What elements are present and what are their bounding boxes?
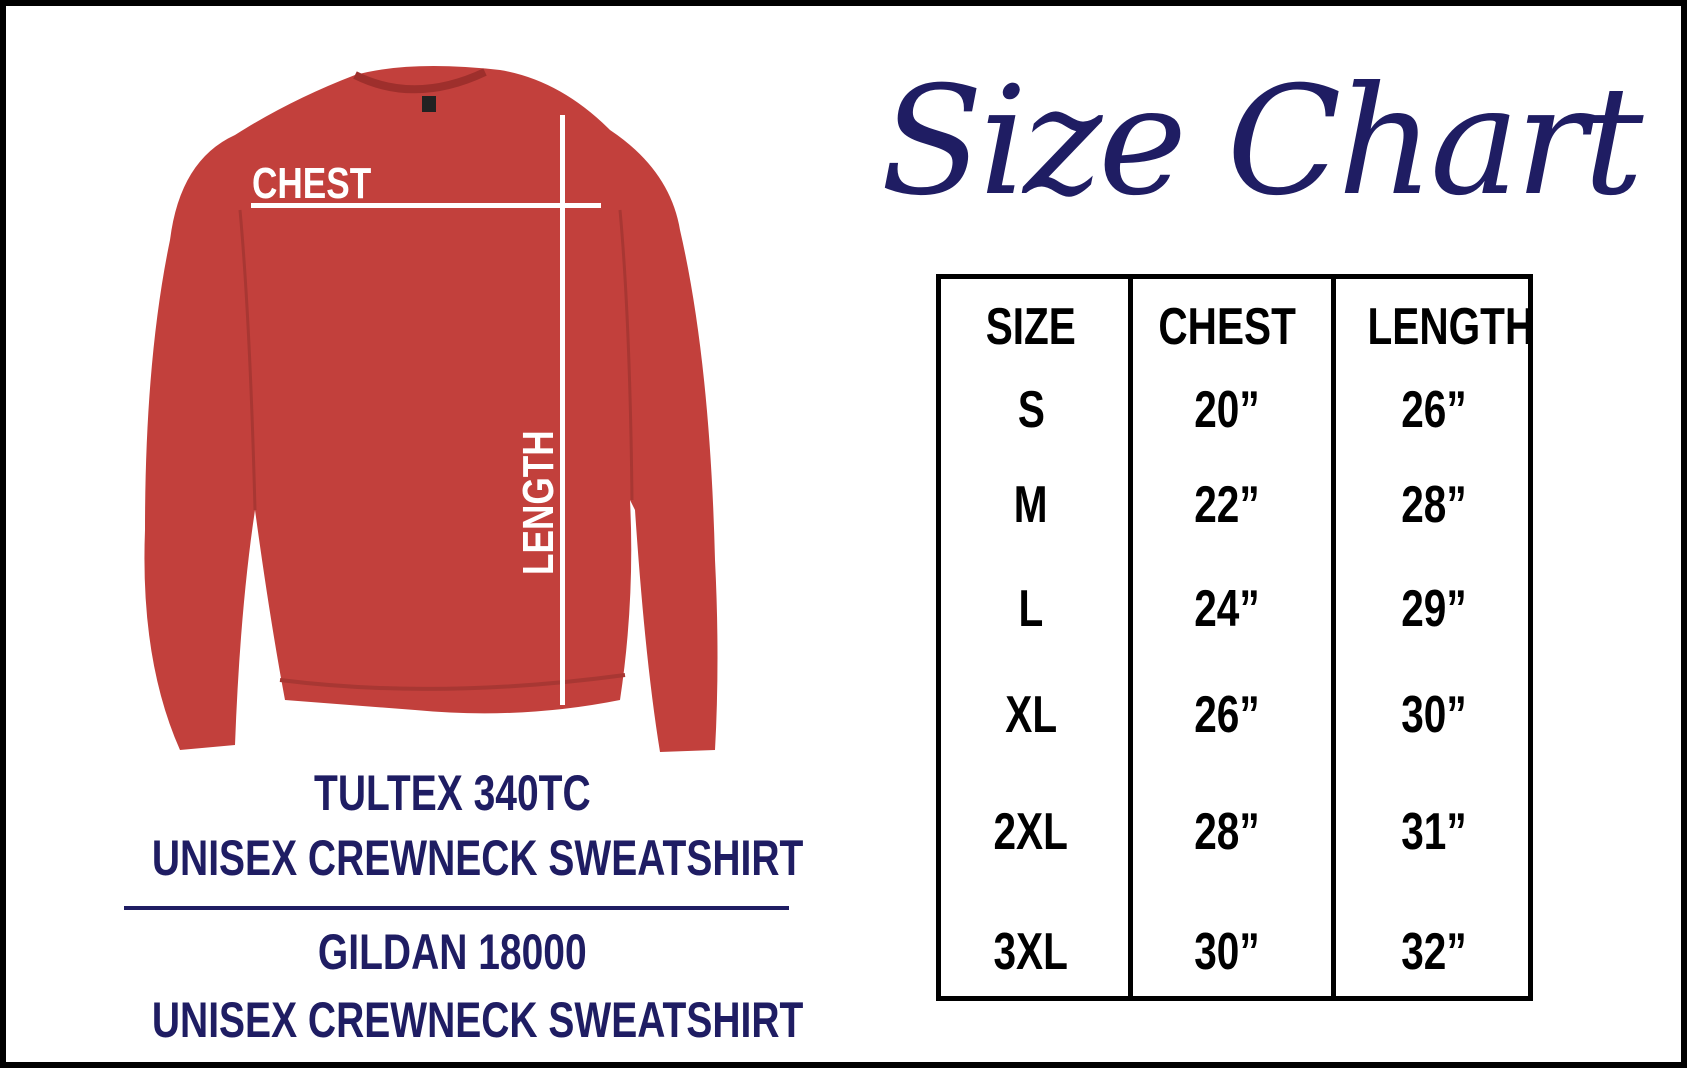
product-divider [124, 906, 789, 910]
product-1-model: TULTEX 340TC [314, 765, 591, 821]
product-1-description: UNISEX CREWNECK SWEATSHIRT [151, 830, 804, 886]
cell-length: 30” [1401, 686, 1467, 744]
cell-length: 32” [1401, 923, 1467, 981]
product-1-desc-wrap: UNISEX CREWNECK SWEATSHIRT [60, 830, 845, 886]
product-2-description: UNISEX CREWNECK SWEATSHIRT [151, 992, 804, 1048]
length-label: LENGTH [514, 430, 563, 575]
sweatshirt-body [144, 66, 718, 752]
header-length: LENGTH [1367, 298, 1535, 356]
product-2-desc-wrap: UNISEX CREWNECK SWEATSHIRT [60, 992, 845, 1048]
product-1-model-wrap: TULTEX 340TC [60, 765, 845, 821]
cell-chest: 30” [1194, 923, 1260, 981]
cell-chest: 28” [1194, 803, 1260, 861]
page-title: Size Chart [880, 55, 1644, 229]
length-line [560, 115, 565, 705]
cell-chest: 24” [1194, 580, 1260, 638]
product-2-model: GILDAN 18000 [318, 924, 587, 980]
product-2-model-wrap: GILDAN 18000 [60, 924, 845, 980]
cell-size: M [1014, 476, 1048, 534]
cell-chest: 20” [1194, 381, 1260, 439]
cell-chest: 26” [1194, 686, 1260, 744]
cell-length: 28” [1401, 476, 1467, 534]
cell-size: 2XL [993, 803, 1069, 861]
header-chest: CHEST [1158, 298, 1296, 356]
chest-label: CHEST [252, 159, 371, 208]
header-size: SIZE [985, 298, 1077, 356]
cell-size: S [1017, 381, 1045, 439]
cell-size: XL [1005, 686, 1057, 744]
cell-length: 29” [1401, 580, 1467, 638]
chest-line [251, 203, 601, 208]
column-divider [1331, 279, 1336, 996]
cell-length: 26” [1401, 381, 1467, 439]
cell-length: 31” [1401, 803, 1467, 861]
cell-size: L [1018, 580, 1044, 638]
column-divider [1128, 279, 1133, 996]
sweatshirt-image: CHEST LENGTH [144, 66, 718, 752]
cell-size: 3XL [993, 923, 1069, 981]
cell-chest: 22” [1194, 476, 1260, 534]
size-table: SIZE CHEST LENGTH S 20” 26” M 22” 28” L 24” 29” X… [936, 274, 1535, 1001]
